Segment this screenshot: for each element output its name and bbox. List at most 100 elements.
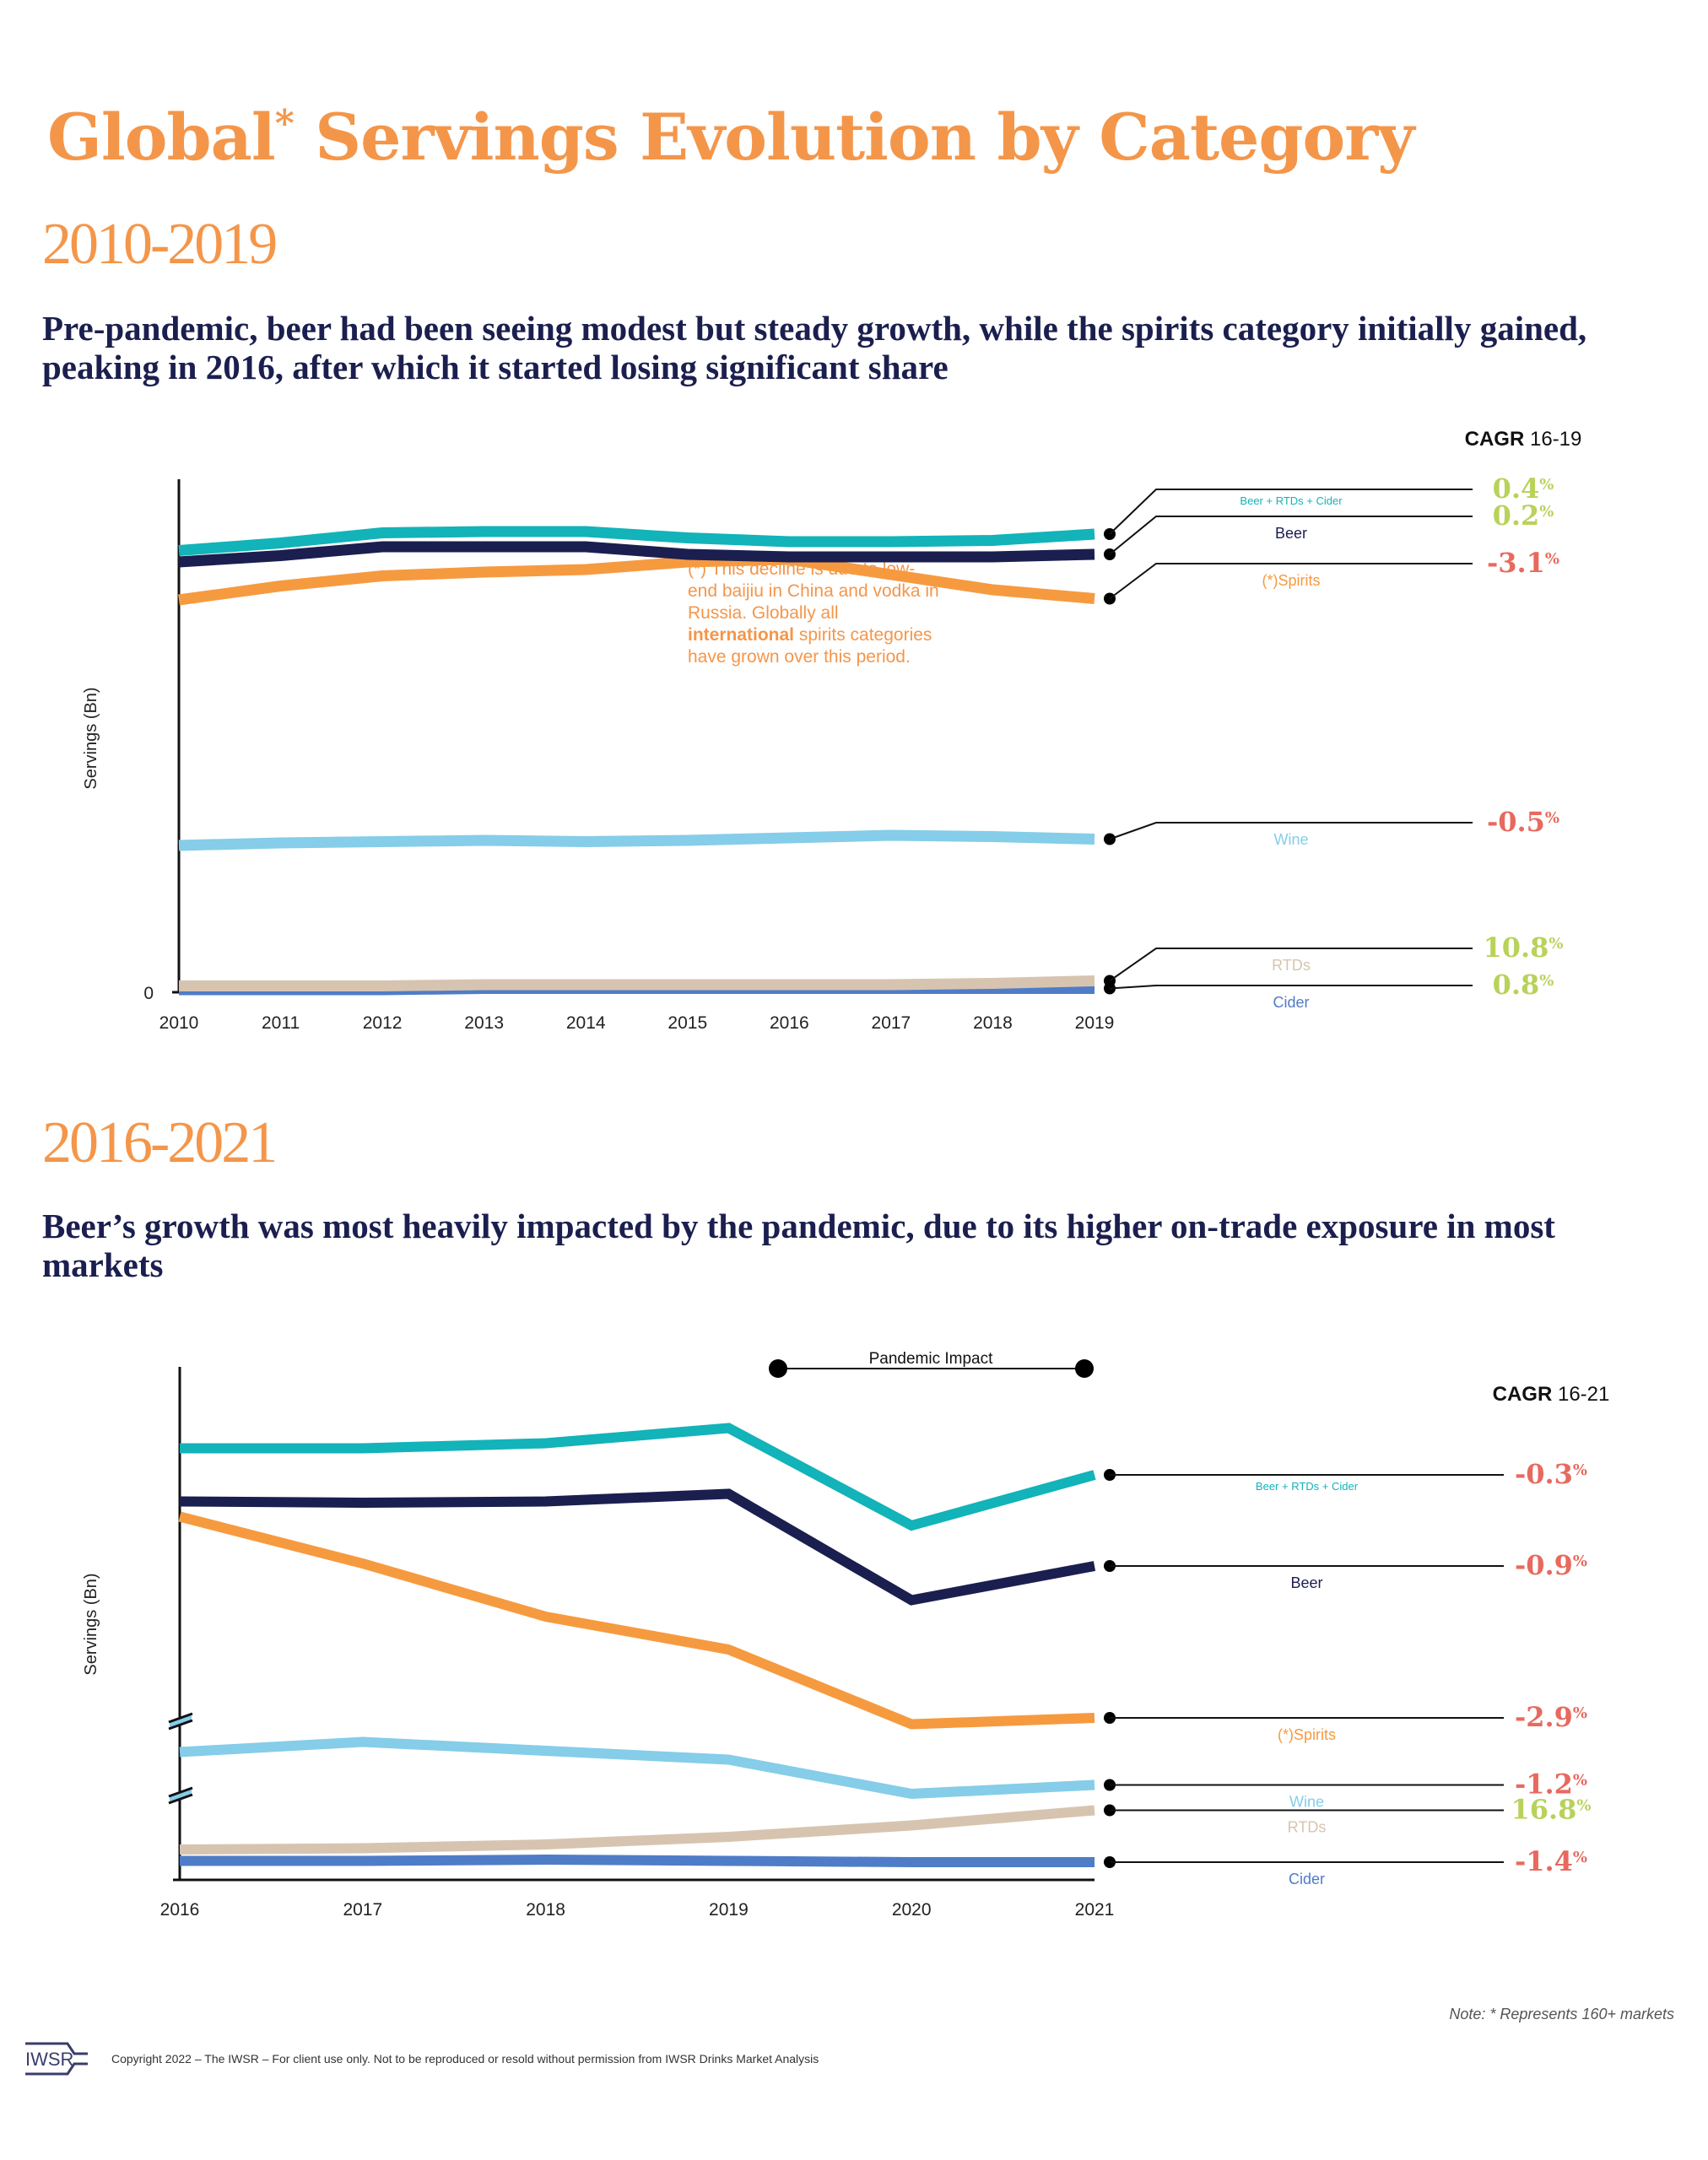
series-label-wine: Wine	[1289, 1794, 1324, 1811]
cagr-value-spirits: -2.9%	[1515, 1701, 1587, 1733]
x-tick-label: 2018	[526, 1900, 565, 1920]
page-title: Global* Servings Evolution by Category	[47, 100, 1414, 175]
x-tick-label: 2020	[892, 1900, 932, 1920]
title-asterisk: *	[274, 102, 295, 145]
axis-break-mark	[168, 1712, 193, 1724]
cagr-percent: %	[1573, 1849, 1587, 1866]
cagr-number: -3.1	[1487, 547, 1545, 579]
cagr-number: -1.2	[1515, 1768, 1573, 1801]
leader-line	[1109, 822, 1473, 840]
cagr-value-cider: 0.8%	[1493, 969, 1554, 1001]
footnote: Note: * Represents 160+ markets	[1449, 2006, 1674, 2022]
series-label-beer: Beer	[1290, 1574, 1322, 1591]
series-line-wine	[178, 829, 1095, 851]
cagr-percent: %	[1576, 1797, 1591, 1815]
cagr-number: 0.4	[1493, 472, 1540, 505]
cagr-value-wine: -1.2%	[1515, 1768, 1587, 1801]
annotation-text-end: spirits categories have grown over this …	[688, 625, 932, 667]
cagr-header-period: 16-19	[1524, 428, 1581, 451]
x-tick-label: 2019	[709, 1900, 749, 1920]
cagr-value-beer: 0.2%	[1493, 500, 1554, 532]
x-tick-label: 2019	[1075, 1013, 1115, 1033]
cagr-number: -0.9	[1515, 1549, 1573, 1581]
axis-break-mark	[168, 1793, 193, 1805]
iwsr-logo: IWSR	[25, 2042, 88, 2076]
cagr-value-wine: -0.5%	[1487, 806, 1559, 838]
series-line-beer	[178, 541, 1095, 568]
x-tick-label: 2021	[1075, 1900, 1115, 1920]
leader-line	[1109, 516, 1473, 555]
cagr-percent: %	[1573, 1704, 1587, 1722]
cagr-percent: %	[1539, 476, 1554, 494]
series-label-rtds: RTDs	[1272, 957, 1311, 974]
cagr-value-rtds: 16.8%	[1511, 1794, 1591, 1826]
series-label-spirits: (*)Spirits	[1278, 1726, 1336, 1743]
series-line-beer-rtds-cider	[178, 526, 1095, 556]
cagr-number: -2.9	[1515, 1701, 1573, 1733]
series-line-spirits	[178, 554, 1095, 606]
logo-text: IWSR	[25, 2049, 73, 2070]
cagr-number: -1.4	[1515, 1845, 1573, 1877]
y-axis-label: Servings (Bn)	[82, 1573, 100, 1675]
y-axis-label: Servings (Bn)	[82, 687, 100, 789]
title-rest: Servings Evolution by Category	[293, 100, 1414, 175]
series-line-beer-rtds-cider	[180, 1423, 1096, 1531]
series-label-beer-rtds-cider: Beer + RTDs + Cider	[1256, 1480, 1359, 1493]
x-tick-label: 2011	[262, 1013, 300, 1033]
cagr-value-rtds: 10.8%	[1483, 932, 1563, 964]
x-tick-label: 2018	[973, 1013, 1013, 1033]
cagr-value-beer-rtds-cider: 0.4%	[1493, 472, 1554, 505]
chart-2016-2021: Servings (Bn) 2016 2017 2018 2019 2020 2021 CAG…	[82, 1350, 1609, 1920]
cagr-percent: %	[1573, 1461, 1587, 1479]
series-label-cider: Cider	[1273, 994, 1309, 1011]
series-line-spirits	[178, 1511, 1095, 1730]
cagr-percent: %	[1545, 809, 1559, 827]
annotation-bold: international	[688, 625, 795, 645]
leader-line	[1109, 489, 1473, 535]
x-tick-label: 2014	[566, 1013, 606, 1033]
series-line-rtds	[179, 975, 1095, 991]
cagr-header: CAGR 16-19	[1465, 428, 1582, 451]
cagr-percent: %	[1549, 935, 1563, 953]
cagr-number: 0.2	[1493, 500, 1540, 532]
series-label-wine: Wine	[1273, 831, 1308, 848]
x-tick-label: 2010	[159, 1013, 199, 1033]
axis-break-mark	[168, 1786, 193, 1798]
cagr-value-beer: -0.9%	[1515, 1549, 1587, 1581]
title-main: Global	[47, 100, 276, 175]
x-tick-label: 2016	[770, 1013, 809, 1033]
cagr-percent: %	[1539, 972, 1554, 990]
cagr-percent: %	[1545, 550, 1559, 568]
cagr-number: -0.5	[1487, 806, 1545, 838]
copyright: Copyright 2022 – The IWSR – For client u…	[111, 2052, 819, 2066]
x-tick-label: 2017	[872, 1013, 911, 1033]
x-tick-label: 2016	[160, 1900, 200, 1920]
series-line-cider	[180, 1854, 1095, 1867]
pandemic-start-dot	[769, 1359, 787, 1378]
series-line-beer	[179, 1488, 1096, 1606]
series-label-beer-rtds-cider: Beer + RTDs + Cider	[1240, 494, 1343, 507]
footer: IWSR Copyright 2022 – The IWSR – For cli…	[24, 2040, 819, 2077]
x-tick-label: 2012	[363, 1013, 403, 1033]
cagr-percent: %	[1539, 503, 1554, 521]
cagr-header-bold: CAGR	[1493, 1383, 1553, 1406]
section2-subtitle: Beer’s growth was most heavily impacted …	[42, 1207, 1555, 1284]
series-label-rtds: RTDs	[1288, 1819, 1327, 1836]
cagr-number: 0.8	[1493, 969, 1540, 1001]
cagr-value-cider: -1.4%	[1515, 1845, 1587, 1877]
axis-break-mark	[168, 1719, 193, 1731]
series-line-wine	[179, 1736, 1095, 1800]
cagr-value-beer-rtds-cider: -0.3%	[1515, 1458, 1587, 1490]
pandemic-end-dot	[1075, 1359, 1094, 1378]
chart-2010-2019: Servings (Bn) 0 2010 2011 2012 2013 2014 2015 20…	[82, 428, 1582, 1033]
cagr-percent: %	[1573, 1552, 1587, 1570]
cagr-header-period: 16-21	[1552, 1383, 1609, 1406]
y-tick-label: 0	[143, 984, 154, 1003]
pandemic-impact-label: Pandemic Impact	[869, 1350, 994, 1368]
cagr-number: 16.8	[1511, 1794, 1576, 1826]
leader-line	[1109, 985, 1473, 990]
section1-period: 2010-2019	[42, 212, 278, 277]
cagr-number: 10.8	[1483, 932, 1549, 964]
cagr-number: -0.3	[1515, 1458, 1573, 1490]
series-label-cider: Cider	[1289, 1871, 1325, 1887]
